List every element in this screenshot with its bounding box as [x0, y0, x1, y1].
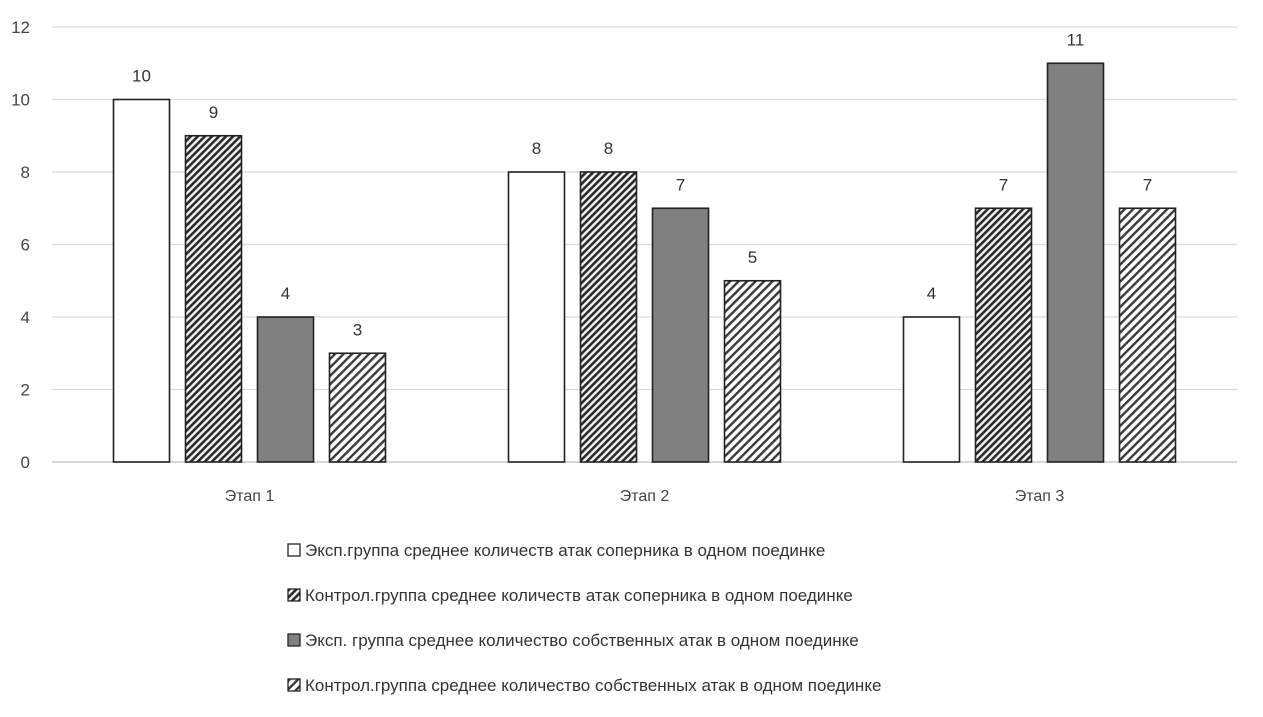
y-tick-label: 2	[21, 381, 30, 400]
data-label: 5	[748, 248, 757, 267]
data-label: 10	[132, 67, 151, 86]
data-label: 4	[927, 284, 936, 303]
legend-label: Эксп. группа среднее количество собствен…	[305, 631, 859, 650]
legend: Эксп.группа среднее количеств атак сопер…	[287, 541, 881, 695]
bar	[112, 98, 171, 463]
data-labels: 10 9 4 3 8 8 7 5 4 7 11 7	[132, 30, 1152, 339]
data-label: 4	[281, 284, 290, 303]
data-label: 7	[999, 175, 1008, 194]
bar	[1046, 62, 1105, 463]
bar	[902, 316, 961, 463]
data-label: 3	[353, 320, 362, 339]
y-tick-label: 8	[21, 163, 30, 182]
data-label: 8	[532, 139, 541, 158]
y-tick-label: 6	[21, 236, 30, 255]
legend-swatch	[287, 633, 301, 647]
bar	[328, 352, 387, 463]
legend-swatch	[287, 588, 301, 602]
bar	[651, 207, 710, 463]
data-label: 7	[1143, 175, 1152, 194]
bar	[1118, 207, 1177, 463]
bar	[507, 171, 566, 463]
x-axis-categories: Этап 1 Этап 2 Этап 3	[225, 488, 1065, 505]
legend-swatch	[287, 543, 301, 557]
legend-label: Эксп.группа среднее количеств атак сопер…	[305, 541, 825, 560]
data-label: 9	[209, 103, 218, 122]
gridlines	[52, 26, 1237, 463]
legend-swatch	[287, 678, 301, 692]
data-label: 11	[1067, 30, 1085, 49]
y-tick-label: 10	[11, 91, 30, 110]
bar	[184, 134, 243, 463]
bar	[974, 207, 1033, 463]
x-category-label: Этап 3	[1015, 488, 1065, 505]
y-tick-label: 12	[11, 18, 30, 37]
y-tick-label: 4	[21, 308, 30, 327]
x-category-label: Этап 2	[620, 488, 670, 505]
x-category-label: Этап 1	[225, 488, 275, 505]
data-label: 8	[604, 139, 613, 158]
bar	[579, 171, 638, 463]
bar	[256, 316, 315, 463]
bar	[723, 279, 782, 463]
legend-label: Контрол.группа среднее количество собств…	[305, 676, 881, 695]
y-tick-label: 0	[21, 453, 30, 472]
data-label: 7	[676, 175, 685, 194]
legend-label: Контрол.группа среднее количеств атак со…	[305, 586, 853, 605]
bars	[112, 62, 1177, 463]
y-axis-ticks: 0 2 4 6 8 10 12	[11, 18, 30, 472]
